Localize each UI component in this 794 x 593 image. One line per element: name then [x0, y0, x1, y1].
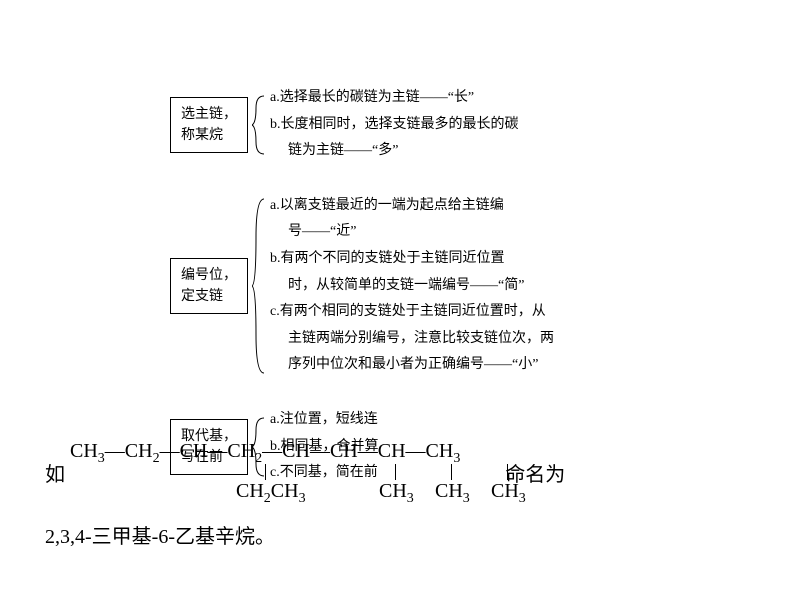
rule-item: a.注位置，短线连 — [270, 407, 379, 434]
bond-line — [265, 464, 266, 480]
prefix-text: 如 — [45, 458, 65, 487]
brace-icon — [252, 94, 266, 156]
subscript: 2 — [153, 451, 160, 466]
rule-box: 编号位，定支链 — [170, 258, 248, 314]
rule-item: 主链两端分别编号，注意比较支链位次，两 — [270, 326, 554, 353]
box-line: 称某烷 — [181, 125, 237, 146]
rule-item: 链为主链——“多” — [270, 138, 519, 165]
brace-icon — [252, 197, 266, 375]
molecule-structure-row: 如 CH3—CH2—CH—CH2—CH—CH—CH—CH3 CH2CH3CH3C… — [45, 440, 745, 487]
rule-item: a.以离支链最近的一端为起点给主链编 — [270, 193, 554, 220]
substituent-group: CH3 — [435, 480, 470, 507]
rule-box: 选主链，称某烷 — [170, 97, 248, 153]
subscript: 2 — [255, 451, 262, 466]
rule-item: c.有两个相同的支链处于主链同近位置时，从 — [270, 299, 554, 326]
rule-details: a.以离支链最近的一端为起点给主链编号——“近”b.有两个不同的支链处于主链同近… — [270, 193, 554, 379]
bond-line — [451, 464, 452, 480]
bond-line — [507, 464, 508, 480]
main-chain: CH3—CH2—CH—CH2—CH—CH—CH—CH3 — [70, 440, 460, 462]
substituent-group: CH3 — [379, 480, 414, 507]
rule-item: 号——“近” — [270, 219, 554, 246]
rule-item: b.有两个不同的支链处于主链同近位置 — [270, 246, 554, 273]
rule-section: 选主链，称某烷 a.选择最长的碳链为主链——“长”b.长度相同时，选择支链最多的最… — [170, 85, 710, 165]
rule-details: a.选择最长的碳链为主链——“长”b.长度相同时，选择支链最多的最长的碳链为主链… — [270, 85, 519, 165]
substituent-group: CH3 — [491, 480, 526, 507]
box-line: 编号位， — [181, 265, 237, 286]
subscript: 3 — [453, 451, 460, 466]
rule-item: b.长度相同时，选择支链最多的最长的碳 — [270, 112, 519, 139]
box-line: 选主链， — [181, 104, 237, 125]
bond-line — [395, 464, 396, 480]
rule-item: 序列中位次和最小者为正确编号——“小” — [270, 352, 554, 379]
rule-section: 编号位，定支链 a.以离支链最近的一端为起点给主链编号——“近”b.有两个不同的支… — [170, 193, 710, 379]
substituent-group: CH2CH3 — [236, 480, 306, 507]
subscript: 3 — [98, 451, 105, 466]
chemical-structure: CH3—CH2—CH—CH2—CH—CH—CH—CH3 CH2CH3CH3CH3… — [70, 440, 460, 467]
box-line: 定支链 — [181, 286, 237, 307]
rule-item: a.选择最长的碳链为主链——“长” — [270, 85, 519, 112]
compound-name: 2,3,4-三甲基-6-乙基辛烷。 — [45, 520, 275, 549]
rule-item: 时，从较简单的支链一端编号——“简” — [270, 273, 554, 300]
